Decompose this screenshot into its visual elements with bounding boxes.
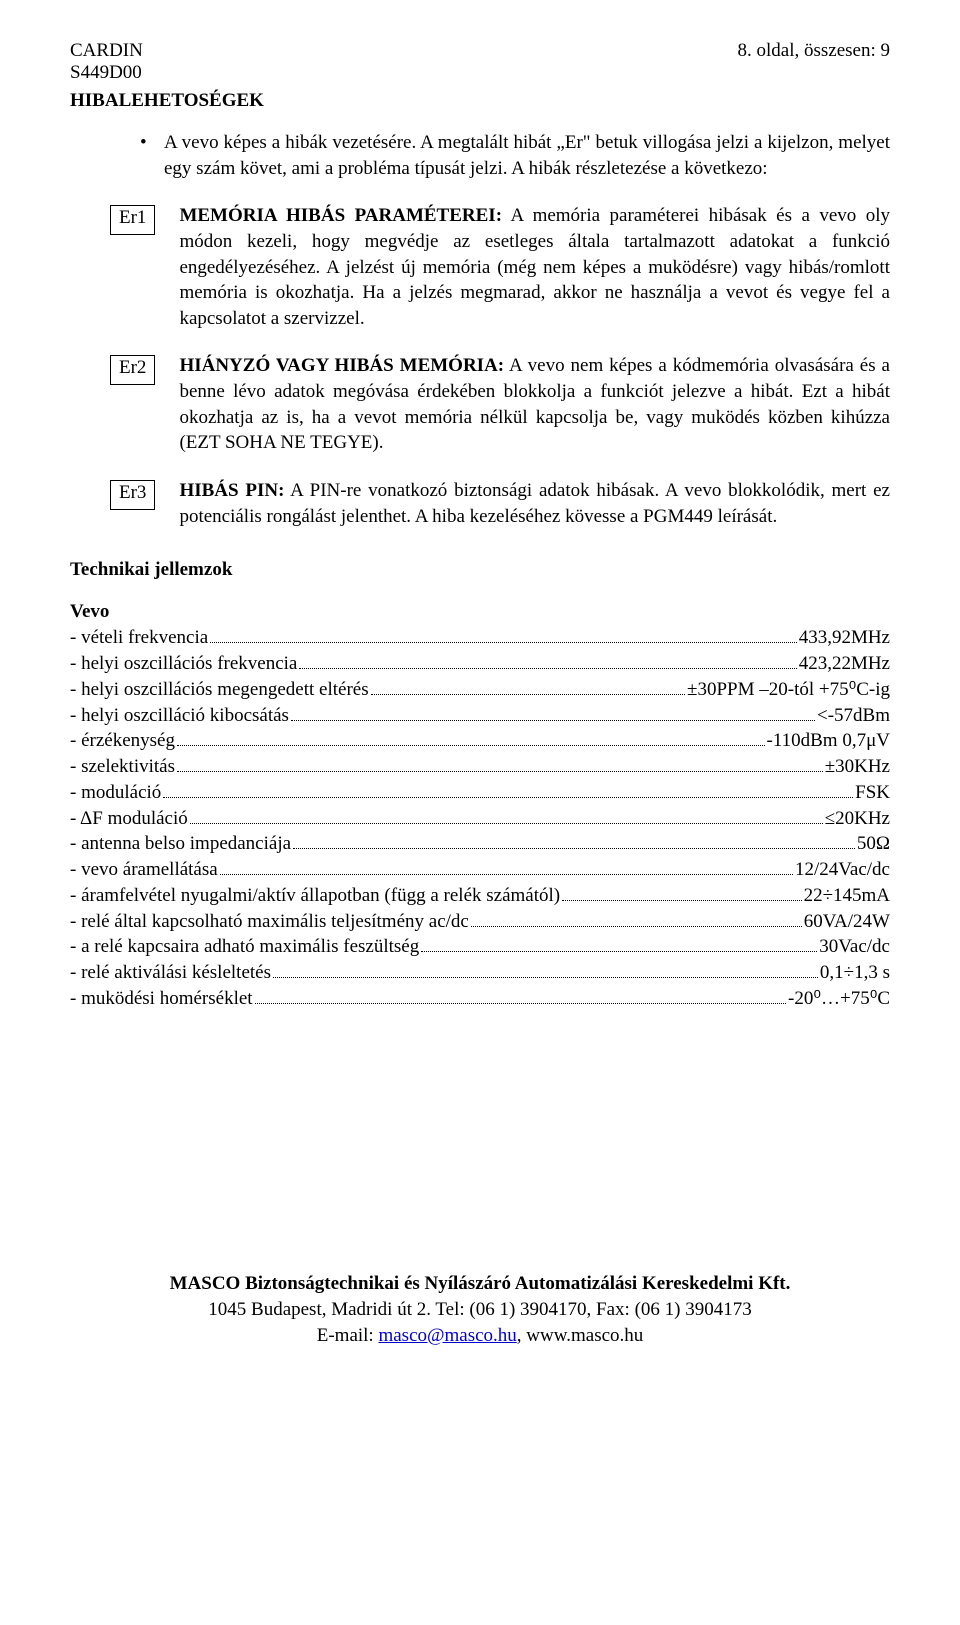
spec-dots bbox=[299, 651, 796, 669]
spec-row: - helyi oszcillációs megengedett eltérés… bbox=[70, 677, 890, 703]
spec-dots bbox=[421, 934, 817, 952]
error-text-2: HIÁNYZÓ VAGY HIBÁS MEMÓRIA: A vevo nem k… bbox=[179, 353, 890, 456]
spec-dots bbox=[210, 625, 796, 643]
spec-value: <-57dBm bbox=[817, 703, 890, 729]
spec-dots bbox=[562, 883, 801, 901]
intro-block: • A vevo képes a hibák vezetésére. A meg… bbox=[140, 130, 890, 181]
spec-row: - antenna belso impedanciája 50Ω bbox=[70, 831, 890, 857]
page-footer: MASCO Biztonságtechnikai és Nyílászáró A… bbox=[70, 1271, 890, 1348]
section-title: HIBALEHETOSÉGEK bbox=[70, 90, 890, 112]
spec-row: - relé által kapcsolható maximális telje… bbox=[70, 908, 890, 934]
spec-dots bbox=[291, 703, 815, 721]
error-row-2: Er2 HIÁNYZÓ VAGY HIBÁS MEMÓRIA: A vevo n… bbox=[110, 353, 890, 456]
tech-sub: Vevo bbox=[70, 601, 890, 623]
spec-value: ≤20KHz bbox=[825, 806, 890, 832]
spec-dots bbox=[255, 986, 786, 1004]
header-right: 8. oldal, összesen: 9 bbox=[737, 40, 890, 84]
spec-row: - helyi oszcillációs frekvencia 423,22MH… bbox=[70, 651, 890, 677]
spec-row: - vételi frekvencia 433,92MHz bbox=[70, 625, 890, 651]
spec-value: 423,22MHz bbox=[799, 651, 890, 677]
spec-row: - muködési homérséklet -20⁰…+75⁰C bbox=[70, 986, 890, 1012]
footer-web: , www.masco.hu bbox=[517, 1325, 643, 1346]
footer-email-label: E-mail: bbox=[317, 1325, 379, 1346]
spec-label: - szelektivitás bbox=[70, 754, 175, 780]
spec-value: 22÷145mA bbox=[804, 883, 890, 909]
spec-value: 50Ω bbox=[857, 831, 890, 857]
intro-text: A vevo képes a hibák vezetésére. A megta… bbox=[164, 130, 890, 181]
spec-dots bbox=[190, 805, 823, 823]
error-text-1: MEMÓRIA HIBÁS PARAMÉTEREI: A memória par… bbox=[179, 203, 890, 331]
spec-label: - relé által kapcsolható maximális telje… bbox=[70, 909, 469, 935]
error-text-3: HIBÁS PIN: A PIN-re vonatkozó biztonsági… bbox=[179, 478, 890, 529]
spec-row: - szelektivitás ±30KHz bbox=[70, 754, 890, 780]
spec-value: ±30KHz bbox=[825, 754, 890, 780]
error-title: MEMÓRIA HIBÁS PARAMÉTEREI: bbox=[179, 205, 502, 226]
spec-label: - vevo áramellátása bbox=[70, 857, 218, 883]
spec-row: - vevo áramellátása 12/24Vac/dc bbox=[70, 857, 890, 883]
spec-label: - ΔF moduláció bbox=[70, 806, 188, 832]
header-left: CARDIN S449D00 bbox=[70, 40, 143, 84]
spec-dots bbox=[177, 754, 823, 772]
spec-label: - antenna belso impedanciája bbox=[70, 831, 291, 857]
error-row-1: Er1 MEMÓRIA HIBÁS PARAMÉTEREI: A memória… bbox=[110, 203, 890, 331]
spec-value: -110dBm 0,7μV bbox=[767, 728, 890, 754]
spec-dots bbox=[471, 908, 802, 926]
spec-label: - muködési homérséklet bbox=[70, 986, 253, 1012]
spec-dots bbox=[177, 728, 765, 746]
spec-row: - helyi oszcilláció kibocsátás <-57dBm bbox=[70, 703, 890, 729]
spec-value: 0,1÷1,3 s bbox=[820, 960, 890, 986]
spec-label: - moduláció bbox=[70, 780, 161, 806]
spec-value: 433,92MHz bbox=[799, 625, 890, 651]
spec-label: - érzékenység bbox=[70, 728, 175, 754]
brand-line1: CARDIN bbox=[70, 40, 143, 62]
error-code-box: Er3 bbox=[110, 480, 155, 510]
error-body: A PIN-re vonatkozó biztonsági adatok hib… bbox=[179, 480, 890, 527]
spec-label: - helyi oszcillációs megengedett eltérés bbox=[70, 677, 369, 703]
spec-row: - áramfelvétel nyugalmi/aktív állapotban… bbox=[70, 883, 890, 909]
spec-value: FSK bbox=[855, 780, 890, 806]
spec-dots bbox=[273, 960, 818, 978]
spec-value: 60VA/24W bbox=[804, 909, 890, 935]
spec-value: ±30PPM –20-tól +75⁰C-ig bbox=[687, 677, 890, 703]
footer-line2: 1045 Budapest, Madridi út 2. Tel: (06 1)… bbox=[70, 1297, 890, 1323]
footer-email-link[interactable]: masco@masco.hu bbox=[378, 1325, 516, 1346]
page-header: CARDIN S449D00 8. oldal, összesen: 9 bbox=[70, 40, 890, 84]
brand-line2: S449D00 bbox=[70, 62, 143, 84]
error-title: HIBÁS PIN: bbox=[179, 480, 284, 501]
error-row-3: Er3 HIBÁS PIN: A PIN-re vonatkozó bizton… bbox=[110, 478, 890, 529]
spec-value: 12/24Vac/dc bbox=[795, 857, 890, 883]
footer-line3: E-mail: masco@masco.hu, www.masco.hu bbox=[70, 1323, 890, 1349]
footer-line1: MASCO Biztonságtechnikai és Nyílászáró A… bbox=[70, 1271, 890, 1297]
spec-value: -20⁰…+75⁰C bbox=[788, 986, 890, 1012]
spec-row: - relé aktiválási késleltetés 0,1÷1,3 s bbox=[70, 960, 890, 986]
spec-row: - ΔF moduláció ≤20KHz bbox=[70, 805, 890, 831]
spec-label: - helyi oszcilláció kibocsátás bbox=[70, 703, 289, 729]
spec-label: - áramfelvétel nyugalmi/aktív állapotban… bbox=[70, 883, 560, 909]
error-title: HIÁNYZÓ VAGY HIBÁS MEMÓRIA: bbox=[179, 355, 504, 376]
spec-row: - moduláció FSK bbox=[70, 780, 890, 806]
spec-list: - vételi frekvencia 433,92MHz - helyi os… bbox=[70, 625, 890, 1011]
bullet-icon: • bbox=[140, 130, 164, 181]
spec-value: 30Vac/dc bbox=[819, 934, 890, 960]
spec-label: - helyi oszcillációs frekvencia bbox=[70, 651, 297, 677]
spec-dots bbox=[293, 831, 855, 849]
spec-dots bbox=[220, 857, 793, 875]
tech-title: Technikai jellemzok bbox=[70, 559, 890, 581]
spec-row: - a relé kapcsaira adható maximális fesz… bbox=[70, 934, 890, 960]
spec-dots bbox=[371, 677, 685, 695]
spec-label: - relé aktiválási késleltetés bbox=[70, 960, 271, 986]
spec-row: - érzékenység -110dBm 0,7μV bbox=[70, 728, 890, 754]
page: CARDIN S449D00 8. oldal, összesen: 9 HIB… bbox=[0, 0, 960, 1388]
spec-label: - vételi frekvencia bbox=[70, 625, 208, 651]
spec-dots bbox=[163, 780, 853, 798]
spec-label: - a relé kapcsaira adható maximális fesz… bbox=[70, 934, 419, 960]
error-code-box: Er2 bbox=[110, 355, 155, 385]
error-code-box: Er1 bbox=[110, 205, 155, 235]
intro-bullet-row: • A vevo képes a hibák vezetésére. A meg… bbox=[140, 130, 890, 181]
